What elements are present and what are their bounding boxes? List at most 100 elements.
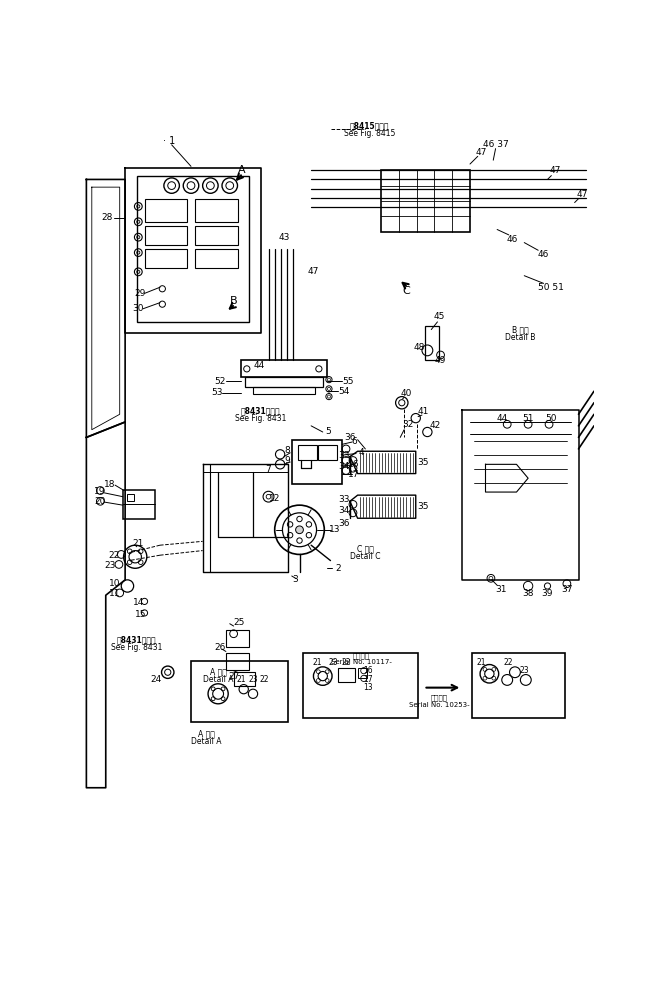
Bar [195,248,238,268]
Text: 47: 47 [550,166,561,175]
Text: 29: 29 [134,289,146,298]
Bar [145,226,187,245]
Bar [298,445,317,461]
Text: 50 51: 50 51 [539,283,564,292]
Text: 23: 23 [519,666,529,676]
Bar [338,669,355,682]
Text: 22: 22 [504,658,513,667]
Text: 32: 32 [403,419,414,429]
Text: See Fig. 8431: See Fig. 8431 [111,643,162,652]
Text: 16: 16 [363,666,372,676]
Bar [234,673,255,686]
Text: 21: 21 [133,539,144,548]
Text: 第8431図参照: 第8431図参照 [117,635,156,644]
Text: 16: 16 [348,460,360,468]
Text: Serial No. 10253-: Serial No. 10253- [409,701,469,708]
Text: 6: 6 [351,437,356,446]
Text: A: A [238,165,245,175]
Bar [191,661,288,723]
Text: 44: 44 [497,413,508,422]
Text: 36: 36 [344,433,356,442]
Text: 21: 21 [477,658,486,667]
Text: 25: 25 [234,618,245,627]
Text: 44: 44 [253,361,265,370]
Text: Serial No. 10117-: Serial No. 10117- [331,659,392,665]
Bar [195,198,238,222]
Text: 23: 23 [328,658,338,667]
Text: 23: 23 [105,562,116,571]
Bar [145,248,187,268]
Text: 33: 33 [338,495,349,505]
Bar [123,490,155,519]
Text: 8: 8 [284,446,290,455]
Bar [473,653,566,719]
Bar [425,326,439,360]
Text: 17: 17 [363,676,372,684]
Text: 適用号機: 適用号機 [353,652,370,659]
Text: 第8415図参照: 第8415図参照 [350,121,389,130]
Text: 19: 19 [94,487,106,496]
Text: 31: 31 [495,584,507,593]
Text: 10: 10 [110,579,121,588]
Text: · 1: · 1 [163,136,176,146]
Text: 5: 5 [325,427,331,436]
Bar [195,226,238,245]
Text: A 拡大: A 拡大 [198,730,215,738]
Text: 26: 26 [214,643,226,652]
Text: 30: 30 [133,304,144,313]
Text: 23: 23 [248,676,258,684]
Text: B: B [230,297,238,306]
Text: 49: 49 [435,355,446,365]
Text: Detail A: Detail A [203,676,234,684]
Text: 52: 52 [214,377,226,386]
Text: 34: 34 [338,506,349,515]
Bar [318,445,337,461]
Text: 2: 2 [335,564,341,573]
Text: C 拡大: C 拡大 [357,545,374,554]
Text: 46: 46 [507,235,518,244]
Text: 47: 47 [308,267,319,276]
Bar [145,198,187,222]
Text: 51: 51 [522,413,534,422]
Text: 20: 20 [94,497,105,506]
Text: Detail B: Detail B [505,333,535,342]
Text: 27: 27 [228,672,240,681]
Text: 55: 55 [342,377,353,386]
Text: 38: 38 [522,589,534,598]
Text: See Fig. 8415: See Fig. 8415 [344,129,395,137]
Text: 21: 21 [313,658,322,667]
Text: 43: 43 [279,233,290,242]
Text: 35: 35 [418,502,429,512]
Text: 35: 35 [418,458,429,466]
Text: 11: 11 [110,589,121,598]
Text: 4: 4 [358,449,364,458]
Text: 46 37: 46 37 [482,140,508,149]
Text: See Fig. 8431: See Fig. 8431 [235,414,286,423]
Text: B 拡大: B 拡大 [512,325,529,334]
Text: 33: 33 [338,451,349,460]
Bar [137,176,249,322]
Bar [253,387,315,394]
Text: 42: 42 [430,421,441,430]
Text: 36: 36 [338,519,349,528]
Text: 13: 13 [363,683,372,692]
Text: 47: 47 [476,148,487,157]
Text: 13: 13 [329,525,340,534]
Text: 41: 41 [418,408,429,416]
Bar [242,360,327,377]
Text: 47: 47 [577,191,588,199]
Text: 40: 40 [401,389,412,398]
Text: 9: 9 [284,456,290,465]
Bar [358,669,367,678]
Text: 18: 18 [104,480,116,489]
Text: Detail A: Detail A [191,737,222,746]
Text: 24: 24 [150,676,162,684]
Circle shape [296,526,304,533]
Text: 第8431図参照: 第8431図参照 [241,406,280,415]
Text: 39: 39 [542,589,553,598]
Text: 34: 34 [338,463,349,471]
Text: 3: 3 [293,575,298,584]
Text: 適用号機: 適用号機 [430,694,447,701]
Text: 22: 22 [341,658,350,667]
Text: 37: 37 [561,584,573,593]
